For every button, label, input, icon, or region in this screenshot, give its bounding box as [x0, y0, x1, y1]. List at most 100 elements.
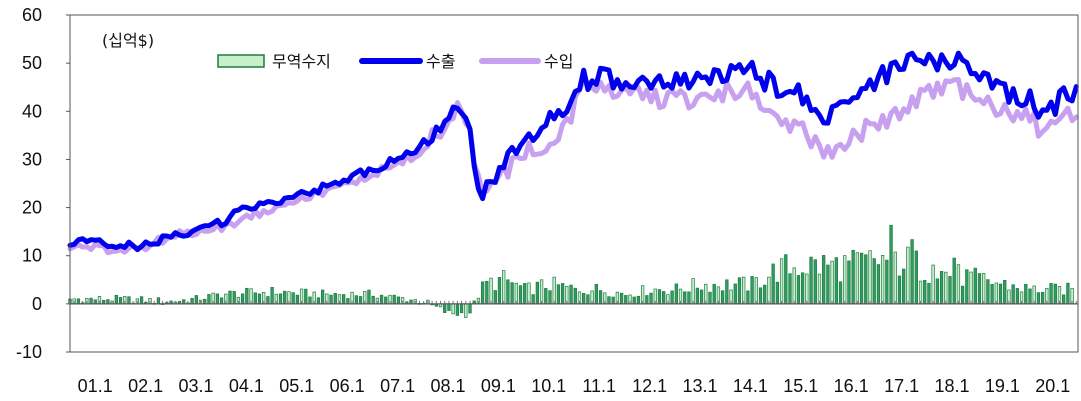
y-tick-label: 20	[22, 198, 42, 218]
balance-bar	[864, 254, 868, 305]
balance-bar	[885, 259, 889, 305]
legend-label-exports: 수출	[426, 52, 455, 71]
balance-bar	[948, 276, 952, 305]
balance-bar	[893, 251, 897, 305]
balance-bar	[822, 255, 826, 305]
y-tick-label: 40	[22, 101, 42, 121]
balance-bar	[455, 303, 460, 316]
balance-bar	[986, 279, 990, 305]
balance-bar	[859, 252, 864, 305]
x-tick-label: 12.1	[632, 376, 667, 396]
balance-bar	[535, 281, 540, 305]
y-tick-label: -10	[16, 342, 42, 362]
y-tick-label: 50	[22, 53, 42, 73]
balance-bar	[973, 267, 977, 305]
balance-bar	[464, 303, 468, 318]
x-tick-label: 02.1	[128, 376, 163, 396]
x-tick-label: 09.1	[481, 376, 516, 396]
balance-bar	[539, 279, 544, 305]
balance-bar	[691, 278, 695, 305]
balance-bar	[813, 259, 817, 305]
balance-bar	[792, 267, 796, 305]
x-tick-label: 18.1	[934, 376, 969, 396]
x-tick-label: 04.1	[229, 376, 264, 396]
balance-bar	[796, 275, 801, 305]
x-tick-label: 03.1	[178, 376, 213, 396]
x-tick-label: 10.1	[531, 376, 566, 396]
legend-label-imports: 수입	[544, 52, 573, 71]
balance-bar	[843, 255, 847, 305]
y-tick-label: 0	[32, 294, 42, 314]
balance-bar	[838, 281, 843, 305]
balance-bar	[771, 263, 775, 305]
axes: 60 50 40 30 20 10 0 -10 01.1 02.1 03.1 04.1 05.1 06.1…	[16, 5, 1079, 396]
balance-bar	[767, 276, 771, 305]
balance-bar	[918, 280, 923, 305]
series-lines	[67, 50, 1079, 256]
balance-bar	[514, 282, 518, 305]
balance-bar	[889, 224, 893, 305]
x-tick-label: 06.1	[330, 376, 365, 396]
balance-bar	[855, 252, 860, 305]
balance-bar	[872, 258, 876, 305]
balance-bar	[725, 279, 729, 305]
balance-bar	[977, 273, 982, 305]
balance-bar	[1066, 282, 1070, 305]
legend: 무역수지 수출 수입	[217, 52, 573, 71]
balance-bar	[443, 303, 447, 313]
balance-bar	[965, 269, 969, 305]
balance-bar	[527, 282, 531, 305]
balance-bar	[944, 271, 948, 305]
balance-bar	[775, 281, 780, 305]
balance-bar	[510, 282, 514, 305]
balance-bar	[809, 256, 813, 305]
balance-bar	[754, 277, 758, 305]
balance-bar	[817, 273, 822, 305]
balance-bar	[834, 257, 838, 305]
balance-bar	[939, 271, 944, 305]
balance-bar	[923, 280, 927, 305]
balance-bar	[560, 283, 565, 305]
x-tick-label: 11.1	[582, 376, 616, 396]
balance-bar	[969, 271, 973, 305]
balance-bar	[847, 260, 851, 305]
balance-bar	[788, 273, 792, 305]
balance-bar	[447, 303, 451, 311]
x-tick-label: 20.1	[1035, 376, 1070, 396]
x-tick-label: 16.1	[834, 376, 869, 396]
unit-label: (십억$)	[102, 31, 154, 50]
y-tick-label: 30	[22, 149, 42, 169]
x-tick-label: 01.1	[78, 376, 113, 396]
balance-bar	[742, 276, 746, 305]
x-tick-label: 13.1	[682, 376, 717, 396]
x-tick-label: 07.1	[380, 376, 415, 396]
legend-swatch-balance	[217, 54, 265, 68]
balance-bar	[523, 283, 527, 305]
balance-bar	[830, 260, 834, 305]
balance-bar	[902, 268, 906, 305]
balance-bar	[868, 250, 872, 305]
balance-bar	[910, 239, 914, 305]
balance-bar	[851, 249, 855, 305]
balance-bar	[468, 303, 472, 314]
balance-bar	[489, 277, 493, 305]
balance-bar	[552, 276, 556, 305]
x-tick-label: 08.1	[430, 376, 465, 396]
balance-bar	[784, 254, 788, 305]
legend-label-balance: 무역수지	[272, 52, 331, 71]
balance-bar	[927, 282, 931, 305]
balance-bar	[506, 279, 510, 305]
y-tick-label: 60	[22, 5, 42, 25]
balance-bar	[800, 272, 805, 305]
balance-bar	[779, 258, 784, 305]
balance-bar	[935, 278, 940, 305]
balance-bar	[1003, 279, 1007, 305]
plot-frame	[69, 14, 1079, 353]
x-tick-label: 14.1	[733, 376, 768, 396]
balance-bar	[737, 277, 742, 305]
balance-bar	[502, 270, 506, 305]
balance-bar	[994, 282, 998, 305]
balance-bar	[451, 303, 455, 315]
balance-bar	[931, 264, 935, 305]
